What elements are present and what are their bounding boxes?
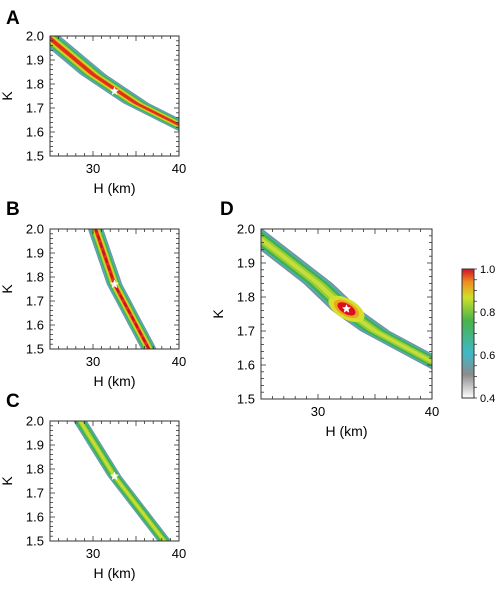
ridge-line-b	[94, 229, 150, 349]
x-tick-label: 30	[86, 161, 100, 176]
contour-band-d-2	[261, 231, 432, 368]
y-tick-label: 1.7	[26, 101, 44, 116]
tick-marks	[260, 228, 433, 400]
contour-band-a-3	[50, 36, 179, 129]
x-tick-label: 40	[172, 354, 186, 369]
x-axis-title: H (km)	[94, 180, 136, 196]
y-tick-label: 1.9	[26, 53, 44, 68]
colorbar-tick-label: 0.6	[480, 350, 495, 362]
panel-b: 30 40 1.5 1.6 1.7 1.8 1.9 2.0 H (km) K B	[0, 199, 186, 389]
plot-frame	[49, 35, 180, 157]
panel-a: 30 40 1.5 1.6 1.7 1.8 1.9 2.0 H (km) K A	[0, 8, 186, 196]
heatmap-b	[50, 229, 179, 349]
heatmap-d	[261, 229, 432, 399]
y-tick-label: 2.0	[26, 414, 44, 429]
x-tick-label: 30	[311, 404, 325, 419]
contour-band-d-4	[261, 236, 432, 364]
y-tick-label: 1.5	[237, 392, 255, 407]
y-axis-title: K	[0, 284, 15, 294]
x-tick-label: 30	[86, 354, 100, 369]
y-axis-title: K	[0, 476, 15, 486]
best-fit-star-icon	[109, 471, 120, 481]
x-axis-title: H (km)	[94, 565, 136, 581]
y-tick-label: 1.8	[237, 290, 255, 305]
panel-label: D	[220, 199, 234, 220]
x-tick-label: 30	[86, 546, 100, 561]
panel-label: A	[6, 8, 20, 29]
heatmap-a	[50, 36, 179, 156]
panel-c: 30 40 1.5 1.6 1.7 1.8 1.9 2.0 H (km) K C	[0, 391, 186, 581]
x-axis-title: H (km)	[326, 423, 368, 439]
colorbar-tick-label: 1.0	[480, 264, 495, 276]
colorbar: 0.4 0.6 0.8 1.0	[461, 264, 495, 405]
y-tick-label: 1.8	[26, 77, 44, 92]
x-tick-label: 40	[172, 161, 186, 176]
contour-band-b-6	[93, 229, 151, 349]
x-tick-label: 40	[172, 546, 186, 561]
y-tick-label: 1.7	[26, 294, 44, 309]
contour-band-c-4	[78, 421, 166, 541]
y-tick-label: 2.0	[237, 222, 255, 237]
y-tick-label: 1.6	[26, 510, 44, 525]
panel-label: C	[6, 391, 20, 412]
y-axis-title: K	[210, 309, 226, 319]
panel-label: B	[6, 199, 20, 220]
y-tick-label: 1.6	[237, 358, 255, 373]
tick-marks	[49, 420, 180, 542]
y-tick-label: 1.5	[26, 534, 44, 549]
y-tick-label: 1.6	[26, 318, 44, 333]
colorbar-tick-label: 0.4	[480, 393, 495, 405]
y-tick-label: 1.5	[26, 149, 44, 164]
plot-frame	[260, 228, 433, 400]
y-tick-label: 1.6	[26, 125, 44, 140]
colorbar-tick-label: 0.8	[480, 307, 495, 319]
y-tick-label: 1.9	[237, 256, 255, 271]
contour-band-b-5	[93, 229, 152, 349]
x-axis-title: H (km)	[94, 373, 136, 389]
best-fit-star-icon	[109, 279, 120, 289]
y-tick-label: 1.7	[237, 324, 255, 339]
y-tick-label: 1.7	[26, 486, 44, 501]
y-tick-label: 2.0	[26, 222, 44, 237]
y-axis-title: K	[0, 91, 15, 101]
plot-frame	[49, 420, 180, 542]
colorbar-bar	[461, 268, 475, 399]
best-fit-star-icon	[109, 86, 120, 96]
y-tick-label: 1.5	[26, 342, 44, 357]
y-tick-label: 1.9	[26, 246, 44, 261]
tick-marks	[49, 35, 180, 157]
y-tick-label: 1.8	[26, 270, 44, 285]
contour-band-a-6	[50, 36, 179, 127]
y-tick-label: 1.8	[26, 462, 44, 477]
x-tick-label: 40	[425, 404, 439, 419]
best-fit-star-icon	[341, 304, 352, 313]
panel-d: 30 40 1.5 1.6 1.7 1.8 1.9 2.0 H (km) K D	[210, 199, 439, 439]
y-tick-label: 2.0	[26, 29, 44, 44]
tick-marks	[49, 228, 180, 350]
plot-frame	[49, 228, 180, 350]
heatmap-c	[50, 421, 179, 541]
y-tick-label: 1.9	[26, 438, 44, 453]
